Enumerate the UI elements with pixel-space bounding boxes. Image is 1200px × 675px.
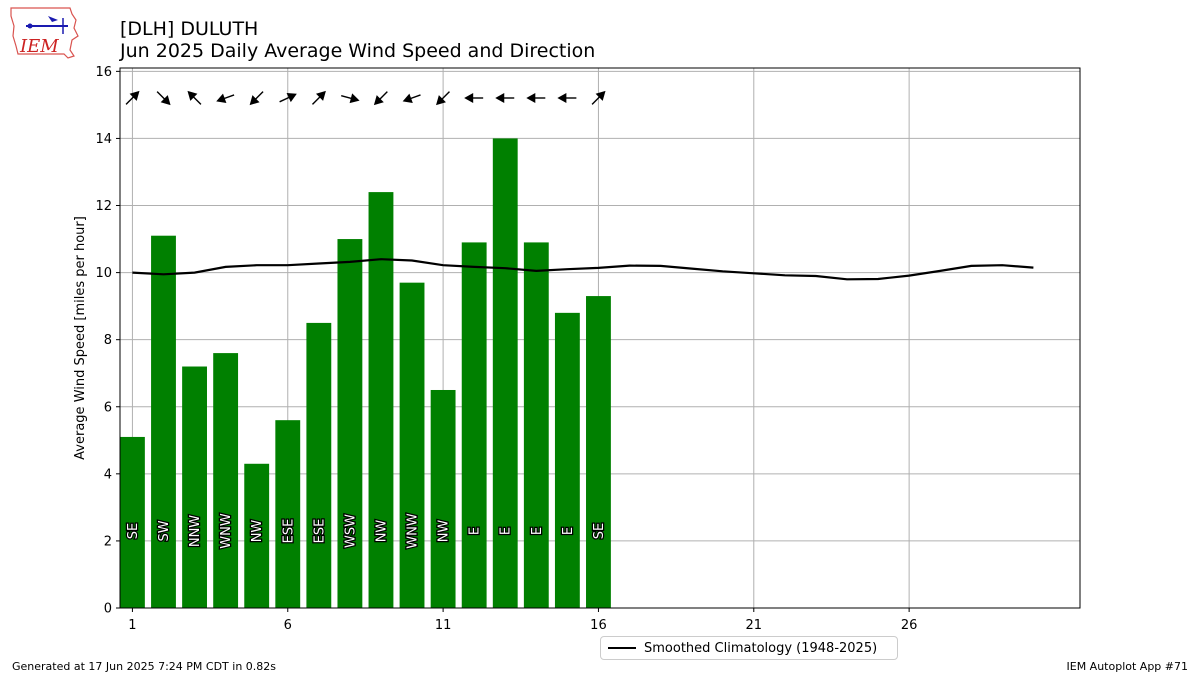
bar-day-11 <box>430 389 456 608</box>
bar-day-10 <box>399 282 425 608</box>
bar-day-13 <box>492 138 518 608</box>
direction-label-day-4: WNW <box>219 513 234 549</box>
wind-arrow-day-11 <box>436 91 450 106</box>
climatology-line <box>132 258 1034 281</box>
direction-label-day-14: E <box>530 527 545 535</box>
direction-label-day-1: SE <box>126 523 141 539</box>
logo-text: IEM <box>19 36 59 57</box>
climatology-polyline <box>132 258 1034 281</box>
direction-label-day-10: WNW <box>406 513 421 549</box>
app-credit: IEM Autoplot App #71 <box>1066 660 1189 673</box>
y-tick-label: 12 <box>95 199 112 214</box>
direction-label-day-5: NW <box>250 520 265 543</box>
y-tick-label: 6 <box>104 400 112 415</box>
chart-title-station: [DLH] DULUTH <box>120 18 259 40</box>
direction-label-day-15: E <box>561 527 576 535</box>
wind-arrow-day-16 <box>591 90 606 105</box>
wind-arrow-day-7 <box>311 90 326 105</box>
direction-label-day-13: E <box>499 527 514 535</box>
x-tick-label: 11 <box>435 618 452 633</box>
y-tick-label: 4 <box>104 467 112 482</box>
y-tick-label: 2 <box>104 534 112 549</box>
wind-arrow-day-14 <box>526 93 546 103</box>
y-tick-label: 16 <box>95 65 112 80</box>
wind-arrow-day-3 <box>187 90 202 105</box>
wind-arrow-day-8 <box>341 93 360 104</box>
x-tick-label: 26 <box>901 618 918 633</box>
bar-day-2 <box>151 235 176 609</box>
direction-labels: SE SW NNW WNW NW ESE ESE WSW NW WNW NW E E E E SE <box>125 512 609 550</box>
legend-line-swatch <box>608 647 636 649</box>
direction-arrows <box>125 90 606 106</box>
wind-arrow-day-2 <box>156 91 171 106</box>
x-tick-label: 6 <box>284 618 292 633</box>
direction-label-day-9: NW <box>374 520 389 543</box>
bar-day-4 <box>213 353 239 608</box>
bar-day-15 <box>554 312 580 608</box>
wind-arrow-day-13 <box>495 93 515 103</box>
direction-label-day-11: NW <box>437 520 452 543</box>
direction-label-day-12: E <box>468 527 483 535</box>
bar-day-14 <box>523 242 549 608</box>
wind-arrow-day-1 <box>125 90 140 105</box>
direction-label-day-6: ESE <box>281 519 296 544</box>
bar-day-6 <box>275 420 301 608</box>
x-tick-label: 21 <box>746 618 763 633</box>
bar-day-8 <box>337 239 363 608</box>
y-tick-label: 8 <box>104 333 112 348</box>
bar-day-7 <box>306 322 332 608</box>
y-tick-label: 14 <box>95 132 112 147</box>
iowa-state-icon: IEM <box>10 7 79 59</box>
direction-label-day-7: ESE <box>312 519 327 544</box>
legend: Smoothed Climatology (1948-2025) <box>600 636 898 660</box>
wind-arrow-day-6 <box>279 93 297 103</box>
y-tick-label: 0 <box>104 602 112 617</box>
direction-label-day-3: NNW <box>188 515 203 547</box>
wind-arrow-day-12 <box>464 93 484 103</box>
y-tick-label: 10 <box>95 266 112 281</box>
y-axis-label: Average Wind Speed [miles per hour] <box>73 216 88 460</box>
generated-timestamp: Generated at 17 Jun 2025 7:24 PM CDT in … <box>12 660 277 673</box>
direction-label-day-8: WSW <box>343 514 358 548</box>
wind-arrow-day-5 <box>249 91 264 106</box>
x-tick-label: 16 <box>590 618 607 633</box>
bar-day-9 <box>368 192 394 609</box>
bar-day-16 <box>586 296 611 608</box>
wind-bars <box>120 138 611 609</box>
wind-arrow-day-10 <box>402 93 421 104</box>
direction-label-day-2: SW <box>157 520 172 541</box>
wind-arrow-day-9 <box>373 91 388 106</box>
iem-logo: IEM <box>8 6 80 64</box>
bar-day-12 <box>461 242 487 608</box>
bar-day-3 <box>182 366 207 608</box>
bar-day-5 <box>244 463 270 608</box>
direction-label-day-16: SE <box>592 523 607 539</box>
plot-frame <box>119 67 1081 609</box>
legend-label: Smoothed Climatology (1948-2025) <box>644 640 878 656</box>
wind-arrow-day-4 <box>216 93 235 104</box>
chart-title-subtitle: Jun 2025 Daily Average Wind Speed and Di… <box>120 40 596 62</box>
bar-day-1 <box>120 436 145 608</box>
wind-arrow-day-15 <box>557 93 577 103</box>
x-tick-label: 1 <box>128 618 136 633</box>
